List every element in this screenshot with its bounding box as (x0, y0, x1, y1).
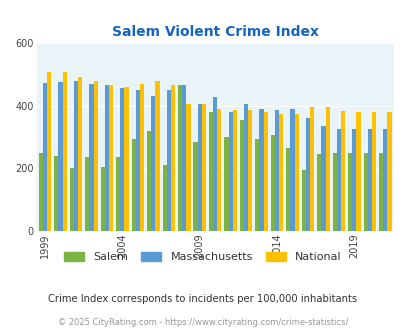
Bar (356, 112, 360, 231)
Bar (255, 139, 259, 231)
Bar (367, 129, 371, 231)
Bar (243, 104, 247, 231)
Bar (382, 129, 386, 231)
Bar (193, 142, 197, 231)
Bar (62, 72, 66, 231)
Bar (332, 153, 336, 231)
Bar (109, 85, 113, 231)
Bar (301, 170, 305, 231)
Bar (135, 90, 140, 231)
Bar (100, 167, 104, 231)
Bar (116, 157, 120, 231)
Bar (316, 153, 321, 231)
Bar (54, 156, 58, 231)
Bar (352, 129, 356, 231)
Bar (120, 88, 124, 231)
Bar (274, 110, 279, 231)
Bar (197, 104, 201, 231)
Bar (162, 165, 166, 231)
Bar (347, 153, 352, 231)
Bar (325, 107, 329, 231)
Bar (151, 96, 155, 231)
Bar (305, 118, 309, 231)
Bar (131, 139, 135, 231)
Bar (58, 82, 62, 231)
Bar (232, 110, 237, 231)
Bar (217, 109, 221, 231)
Bar (286, 148, 290, 231)
Bar (309, 107, 313, 231)
Bar (371, 112, 375, 231)
Bar (85, 157, 89, 231)
Bar (39, 153, 43, 231)
Bar (74, 81, 78, 231)
Bar (124, 87, 128, 231)
Bar (171, 85, 175, 231)
Title: Salem Violent Crime Index: Salem Violent Crime Index (111, 25, 318, 39)
Bar (336, 129, 340, 231)
Bar (263, 112, 267, 231)
Bar (140, 84, 144, 231)
Bar (201, 104, 205, 231)
Text: © 2025 CityRating.com - https://www.cityrating.com/crime-statistics/: © 2025 CityRating.com - https://www.city… (58, 318, 347, 327)
Bar (186, 104, 190, 231)
Legend: Salem, Massachusetts, National: Salem, Massachusetts, National (60, 248, 345, 267)
Bar (209, 113, 213, 231)
Bar (239, 120, 243, 231)
Bar (43, 83, 47, 231)
Bar (147, 131, 151, 231)
Bar (47, 72, 51, 231)
Bar (182, 85, 186, 231)
Bar (290, 109, 294, 231)
Bar (340, 111, 344, 231)
Bar (104, 85, 109, 231)
Bar (166, 90, 171, 231)
Bar (294, 114, 298, 231)
Text: Crime Index corresponds to incidents per 100,000 inhabitants: Crime Index corresponds to incidents per… (48, 294, 357, 304)
Bar (228, 113, 232, 231)
Bar (177, 85, 182, 231)
Bar (247, 110, 252, 231)
Bar (155, 81, 159, 231)
Bar (93, 81, 98, 231)
Bar (70, 168, 74, 231)
Bar (270, 135, 274, 231)
Bar (378, 153, 382, 231)
Bar (259, 109, 263, 231)
Bar (279, 115, 283, 231)
Bar (321, 126, 325, 231)
Bar (386, 112, 390, 231)
Bar (363, 153, 367, 231)
Bar (213, 97, 217, 231)
Bar (78, 78, 82, 231)
Bar (224, 137, 228, 231)
Bar (89, 84, 93, 231)
